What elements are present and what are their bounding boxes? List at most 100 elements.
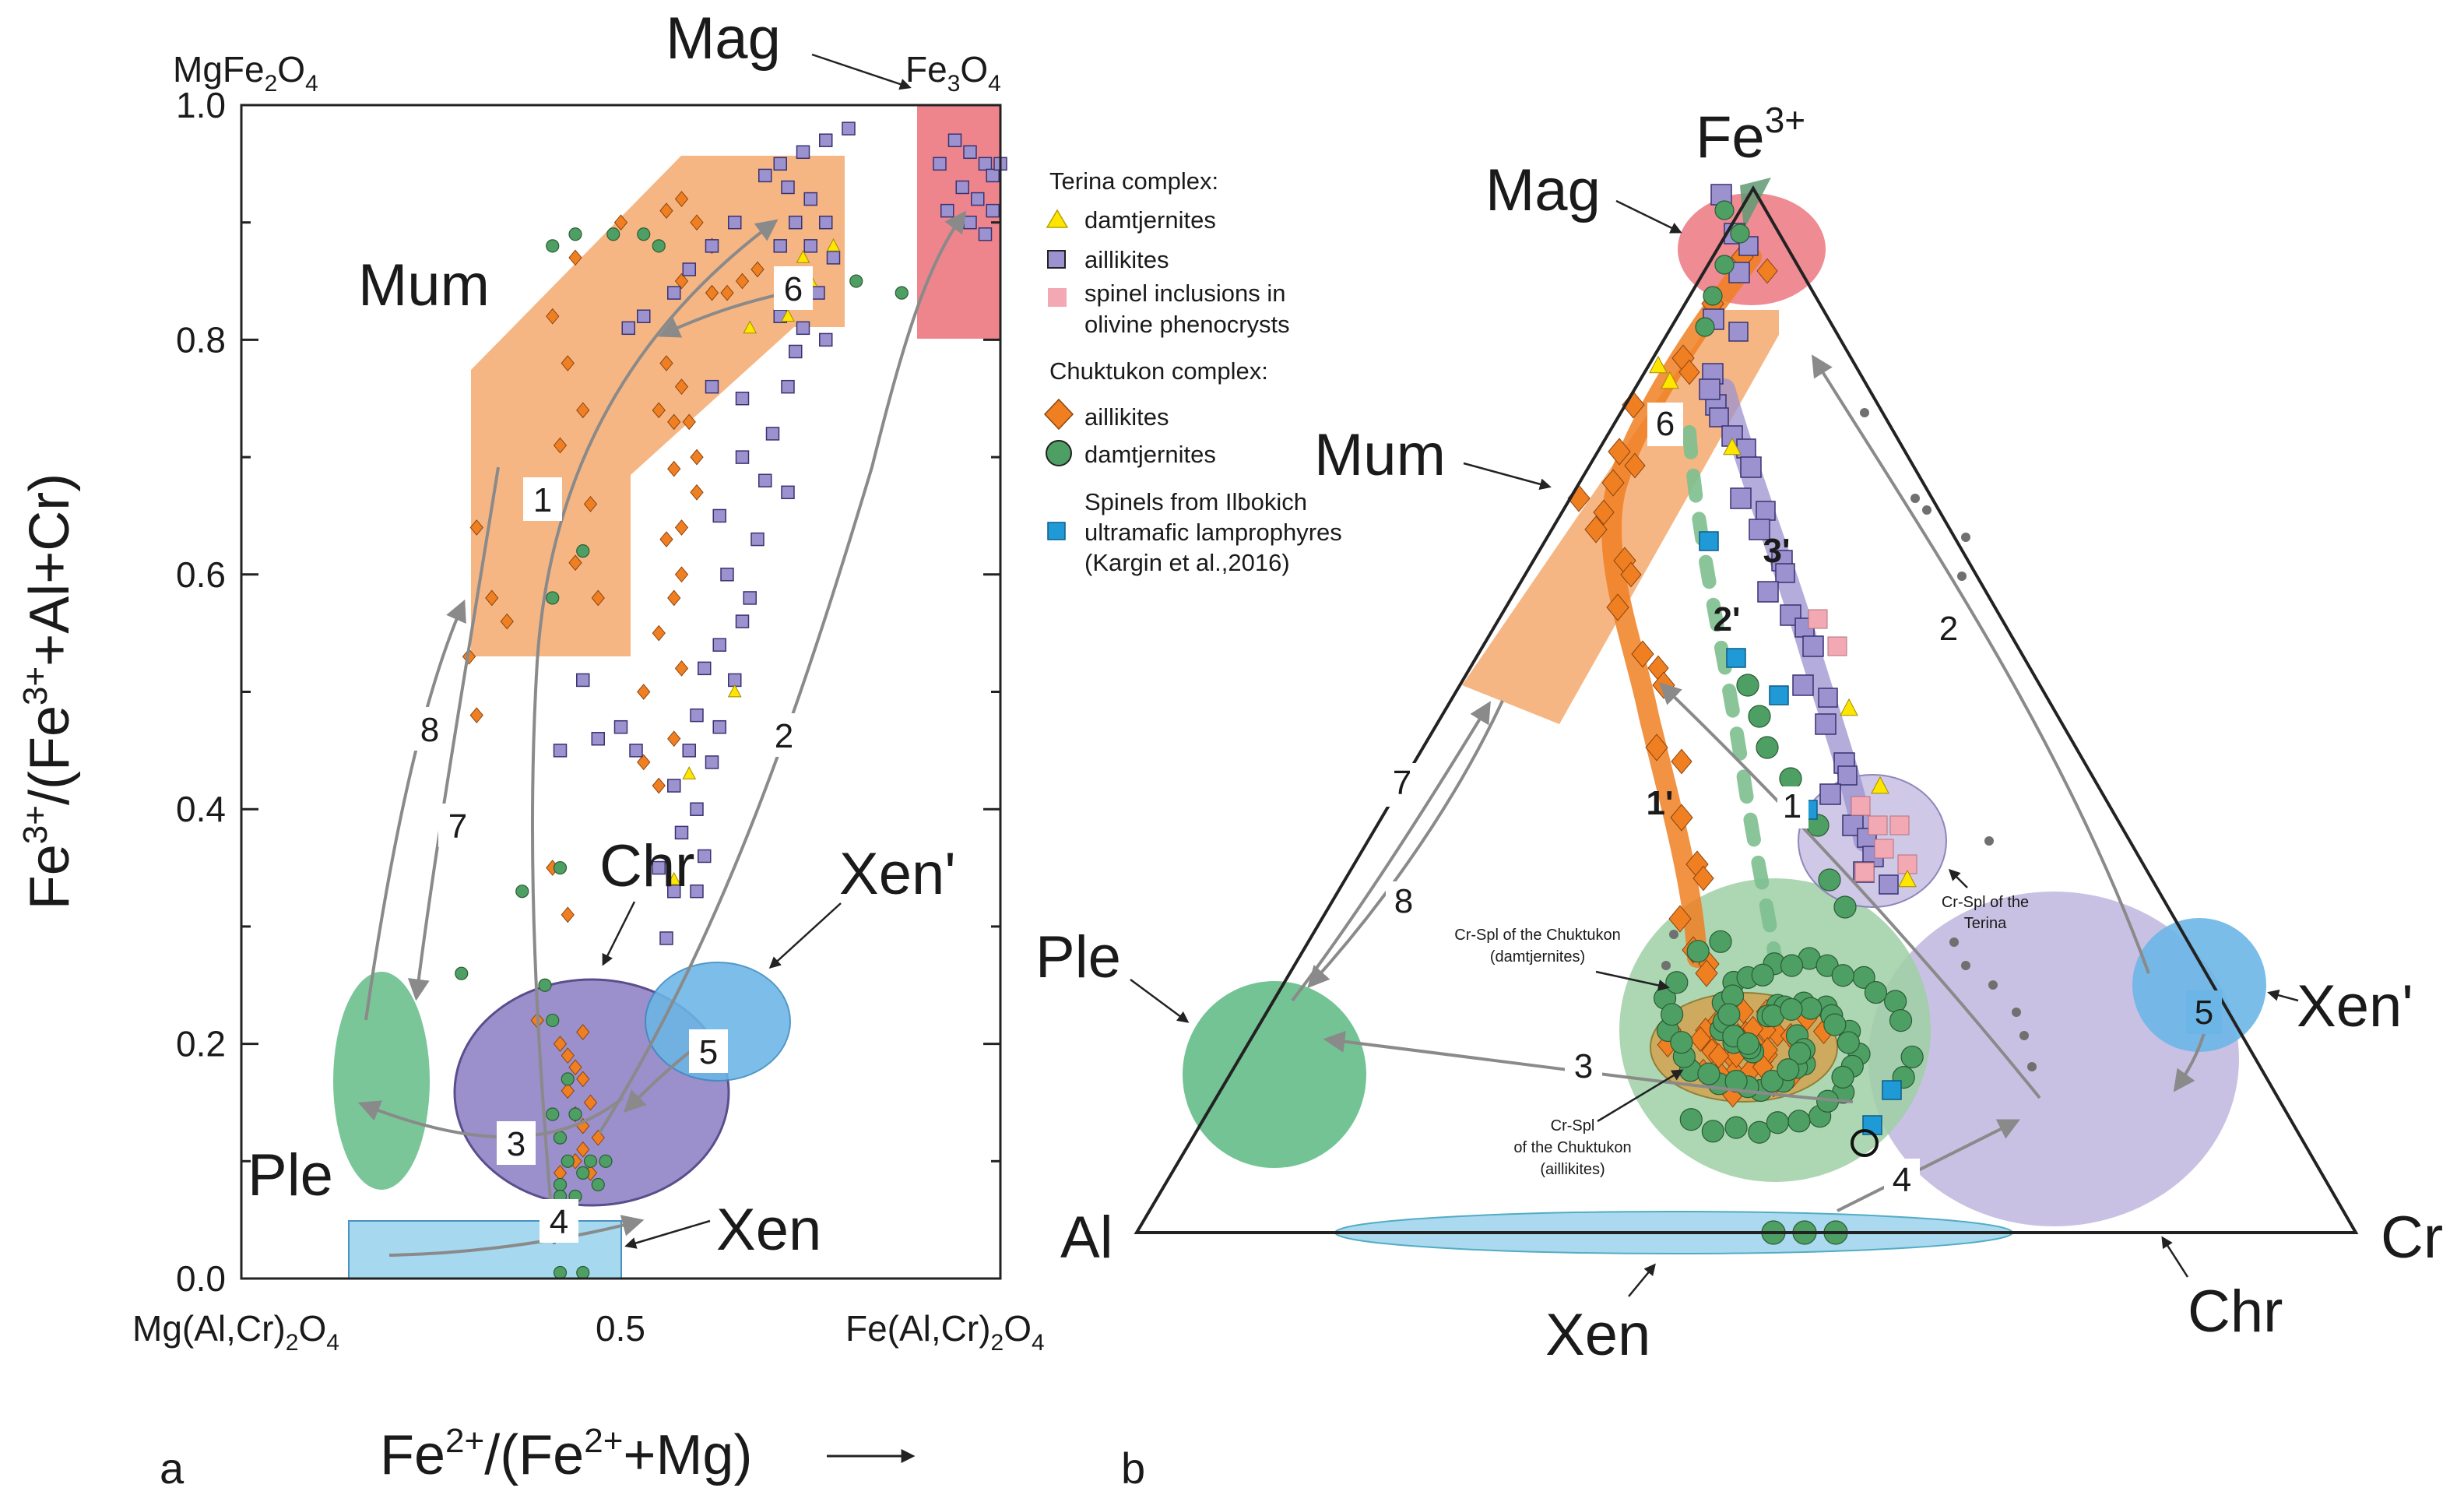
label-mag-b: Mag: [1485, 157, 1601, 223]
box-b-3: [1565, 1043, 1602, 1087]
data-point-square: [1837, 765, 1858, 786]
apex-al: Al: [1060, 1205, 1113, 1271]
data-point-square: [1730, 487, 1752, 509]
ytick-label: 0.8: [176, 319, 226, 360]
data-point-square: [963, 215, 977, 230]
data-point-small: [1961, 533, 1970, 542]
data-point-circle: [1884, 990, 1907, 1013]
pointer-chr-a: [602, 901, 636, 966]
data-point-diamond: [1606, 593, 1629, 621]
data-point-circle: [1760, 1069, 1784, 1093]
data-point-square: [1815, 713, 1837, 735]
data-point-circle: [568, 227, 582, 241]
data-point-square: [1740, 456, 1762, 478]
data-point-square: [735, 392, 750, 406]
data-point-square: [1736, 438, 1756, 459]
data-point-square: [781, 485, 795, 500]
data-point-circle: [1900, 1045, 1924, 1069]
label-xen-prime-a: Xen': [839, 841, 956, 907]
data-point-diamond: [682, 413, 696, 431]
data-point-circle: [1661, 1003, 1684, 1026]
data-point-circle: [1714, 255, 1735, 275]
data-point-circle: [1831, 1065, 1854, 1089]
box-b-6: [1647, 403, 1683, 446]
data-point-diamond: [674, 378, 689, 396]
data-point-circle: [1864, 980, 1888, 1004]
data-point-square: [1728, 322, 1749, 342]
label-ple-b: Ple: [1035, 924, 1121, 990]
data-point-diamond: [553, 437, 568, 454]
data-point-square: [1756, 501, 1776, 521]
label-ple-a: Ple: [248, 1142, 333, 1208]
data-point-small: [2012, 1008, 2021, 1017]
data-point-square: [842, 121, 856, 135]
legend-chuk-damt: damtjernites: [1084, 441, 1216, 468]
data-point-diamond: [553, 1036, 568, 1052]
num-b-1: 1: [1783, 787, 1801, 825]
xtick-0-5: 0.5: [596, 1308, 645, 1349]
data-point-circle: [1724, 1116, 1748, 1139]
num-a-2: 2: [775, 717, 793, 755]
ytick-label: 0.6: [176, 554, 226, 595]
data-point-diamond: [652, 624, 666, 642]
data-point-square: [652, 860, 666, 875]
data-point-square: [698, 661, 712, 676]
pointer-chr-b: [2161, 1236, 2189, 1278]
legend-marker-chuk-damt: [1046, 440, 1072, 466]
arrow-b-2: [1812, 354, 2150, 974]
data-point-circle: [1777, 1058, 1800, 1082]
data-point-square: [705, 379, 719, 394]
data-point-circle: [591, 1177, 605, 1192]
pointer-chuktukon-damt: [1595, 970, 1670, 991]
data-point-circle: [1679, 1108, 1703, 1131]
data-point-triangle: [1898, 869, 1917, 888]
panel-a-pointers: [602, 53, 912, 1249]
data-point-square: [682, 744, 696, 758]
data-point-square: [803, 239, 817, 253]
apex-fe3: Fe3+: [1696, 100, 1805, 171]
data-point-square: [781, 180, 795, 195]
data-point-circle: [568, 1107, 582, 1121]
data-point-diamond: [576, 1024, 590, 1040]
box-a-6: [774, 266, 813, 310]
data-point-square: [803, 192, 817, 206]
data-point-diamond: [1624, 452, 1646, 479]
data-point-triangle: [727, 684, 742, 698]
data-point-circle: [599, 1154, 613, 1168]
x-axis-title: Fe2+/(Fe2++Mg): [380, 1422, 752, 1486]
data-point-square: [637, 309, 651, 324]
legend-ilbokich-2: ultramafic lamprophyres: [1084, 519, 1342, 546]
corner-fe3o4: Fe3O4: [905, 49, 1001, 97]
data-point-circle: [1787, 1110, 1811, 1133]
data-point-circle: [1701, 1120, 1724, 1143]
data-point-square: [1819, 783, 1841, 805]
box-a-4: [540, 1199, 578, 1243]
num-a-8: 8: [420, 711, 439, 749]
field-mag-triangle-b: [1740, 178, 1771, 230]
data-point-highlight: [1851, 1129, 1879, 1157]
data-point-circle: [1799, 997, 1823, 1020]
num-b-4: 4: [1893, 1161, 1911, 1199]
num-a-7: 7: [448, 807, 467, 846]
data-point-diamond: [1620, 561, 1642, 588]
data-point-square: [720, 568, 734, 582]
data-point-circle: [849, 274, 863, 288]
data-point-square: [986, 168, 1000, 183]
data-point-inclusion: [1827, 636, 1847, 656]
data-point-circle: [1818, 868, 1841, 892]
data-point-square: [978, 227, 993, 241]
label-mum-a: Mum: [358, 252, 490, 318]
data-point-square: [682, 262, 696, 276]
arrow-a-3: [357, 1096, 624, 1139]
box-a-1: [523, 477, 562, 521]
data-point-square: [705, 755, 719, 769]
data-point-diamond: [667, 730, 681, 747]
box-a-3: [497, 1121, 536, 1165]
arrow-b-3: [1323, 1030, 1854, 1103]
data-point-diamond: [561, 355, 575, 371]
data-point-circle: [1788, 1042, 1812, 1065]
data-point-circle: [637, 227, 651, 241]
data-point-square: [674, 825, 689, 840]
panel-a-ticks: [241, 104, 1000, 1280]
